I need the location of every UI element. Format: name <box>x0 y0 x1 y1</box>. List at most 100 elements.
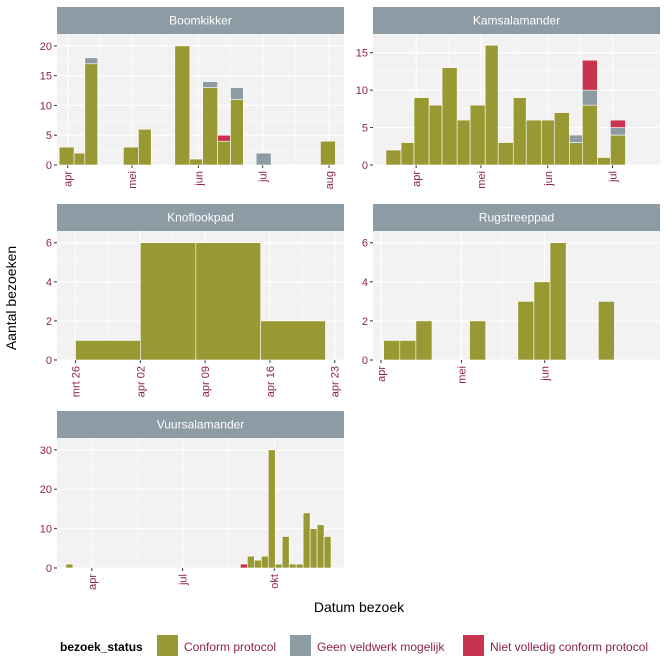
bar-conform <box>484 44 499 166</box>
x-tick-label: jul <box>178 574 190 586</box>
facet-strip <box>373 7 660 34</box>
x-tick-label: apr 16 <box>265 366 277 397</box>
bar-conform <box>58 146 75 166</box>
bar-geen <box>569 134 583 143</box>
bar-niet <box>610 119 626 128</box>
y-tick-label: 30 <box>40 445 52 457</box>
y-tick-label: 20 <box>40 41 52 53</box>
bar-conform <box>533 281 551 361</box>
panel-kamsalamander: Kamsalamander 0 5 10 15 apr mei jun jul <box>356 7 660 189</box>
bar-conform <box>517 301 535 361</box>
x-tick-label: mei <box>457 366 469 384</box>
x-tick-label: jun <box>193 171 205 187</box>
bar-conform <box>323 536 332 569</box>
bar-conform <box>399 340 417 361</box>
facet-strip <box>373 204 660 231</box>
bar-conform <box>267 449 276 569</box>
y-tick-label: 5 <box>46 130 52 142</box>
x-tick-label: apr <box>63 171 75 187</box>
y-tick-label: 20 <box>40 484 52 496</box>
y-tick-label: 10 <box>40 100 52 112</box>
bar-conform <box>413 97 430 166</box>
bar-conform <box>598 301 615 361</box>
bar-conform <box>274 563 283 569</box>
x-tick-label: jul <box>608 171 620 183</box>
x-tick-label: apr 02 <box>135 366 147 397</box>
bar-conform <box>174 45 191 166</box>
bar-geen <box>230 87 244 100</box>
y-tick-label: 0 <box>46 563 52 575</box>
bar-conform <box>383 340 401 361</box>
x-tick-label: apr <box>376 366 388 382</box>
x-tick-label: mei <box>476 171 488 189</box>
y-tick-label: 6 <box>46 238 52 250</box>
bar-conform <box>597 157 611 166</box>
bar-conform <box>400 142 415 166</box>
y-tick-label: 0 <box>46 355 52 367</box>
y-axis-title: Aantal bezoeken <box>3 246 19 350</box>
y-tick-label: 10 <box>356 85 368 97</box>
y-tick-label: 0 <box>362 355 368 367</box>
bar-conform <box>320 140 336 166</box>
facet-strip-label: Knoflookpad <box>167 211 234 225</box>
bar-conform <box>553 112 570 166</box>
x-axis-title: Datum bezoek <box>314 599 405 615</box>
x-tick-label: apr <box>87 574 99 590</box>
x-tick-label: jul <box>258 171 270 183</box>
bar-conform <box>230 99 244 166</box>
bar-conform <box>189 158 203 166</box>
bar-conform <box>582 104 598 166</box>
x-tick-label: aug <box>324 171 336 189</box>
facet-strip <box>57 204 344 231</box>
legend-label-geen-veldwerk: Geen veldwerk mogelijk <box>317 640 445 654</box>
bar-conform <box>75 340 141 361</box>
legend-key-conform <box>157 635 178 656</box>
bar-conform <box>385 149 402 166</box>
y-tick-label: 0 <box>362 160 368 172</box>
panel-boomkikker: Boomkikker 0 5 10 15 20 apr mei jun jul aug <box>40 7 344 189</box>
bar-conform <box>260 555 269 569</box>
facet-strip-label: Vuursalamander <box>157 418 245 432</box>
bar-conform <box>428 104 443 166</box>
bar-conform <box>469 320 486 361</box>
facet-strip <box>57 7 344 34</box>
bar-conform <box>288 563 297 569</box>
bar-conform <box>281 536 290 569</box>
bar-conform <box>302 512 311 569</box>
bar-niet <box>582 59 598 91</box>
bar-conform <box>456 119 471 166</box>
y-tick-label: 5 <box>362 123 368 135</box>
bar-conform <box>569 142 583 166</box>
bar-conform <box>202 87 218 166</box>
bar-conform <box>309 528 318 569</box>
panel-vuursalamander: Vuursalamander 0 10 20 30 apr jul okt <box>40 411 344 590</box>
panel-rugstreeppad: Rugstreeppad 0 2 4 6 apr mei jun <box>362 204 660 384</box>
panel-knoflookpad: Knoflookpad 0 2 4 6 mrt 26 apr 02 apr 09 apr 16 a… <box>46 204 344 397</box>
bar-conform <box>610 134 626 166</box>
legend-key-geen-veldwerk <box>290 635 311 656</box>
y-tick-label: 4 <box>46 277 52 289</box>
bar-conform <box>254 559 262 569</box>
x-tick-label: apr 09 <box>200 366 212 397</box>
bar-conform <box>123 146 139 166</box>
x-tick-label: apr <box>411 171 423 187</box>
x-tick-label: mrt 26 <box>71 366 83 397</box>
facet-strip-label: Boomkikker <box>169 14 232 28</box>
bar-conform <box>195 242 261 361</box>
x-tick-label: apr 23 <box>330 366 342 397</box>
facet-strip <box>57 411 344 438</box>
bar-niet <box>217 134 231 142</box>
bar-geen <box>202 81 218 88</box>
x-tick-label: jun <box>543 171 555 187</box>
y-tick-label: 6 <box>362 238 368 250</box>
legend-label-niet-volledig: Niet volledig conform protocol <box>490 640 648 654</box>
bar-conform <box>525 119 542 166</box>
y-tick-label: 4 <box>362 277 368 289</box>
x-tick-label: mei <box>127 171 139 189</box>
bar-conform <box>541 119 555 166</box>
bar-conform <box>217 140 231 166</box>
legend: bezoek_status Conform protocol Geen veld… <box>60 635 648 656</box>
bar-conform <box>65 563 74 569</box>
